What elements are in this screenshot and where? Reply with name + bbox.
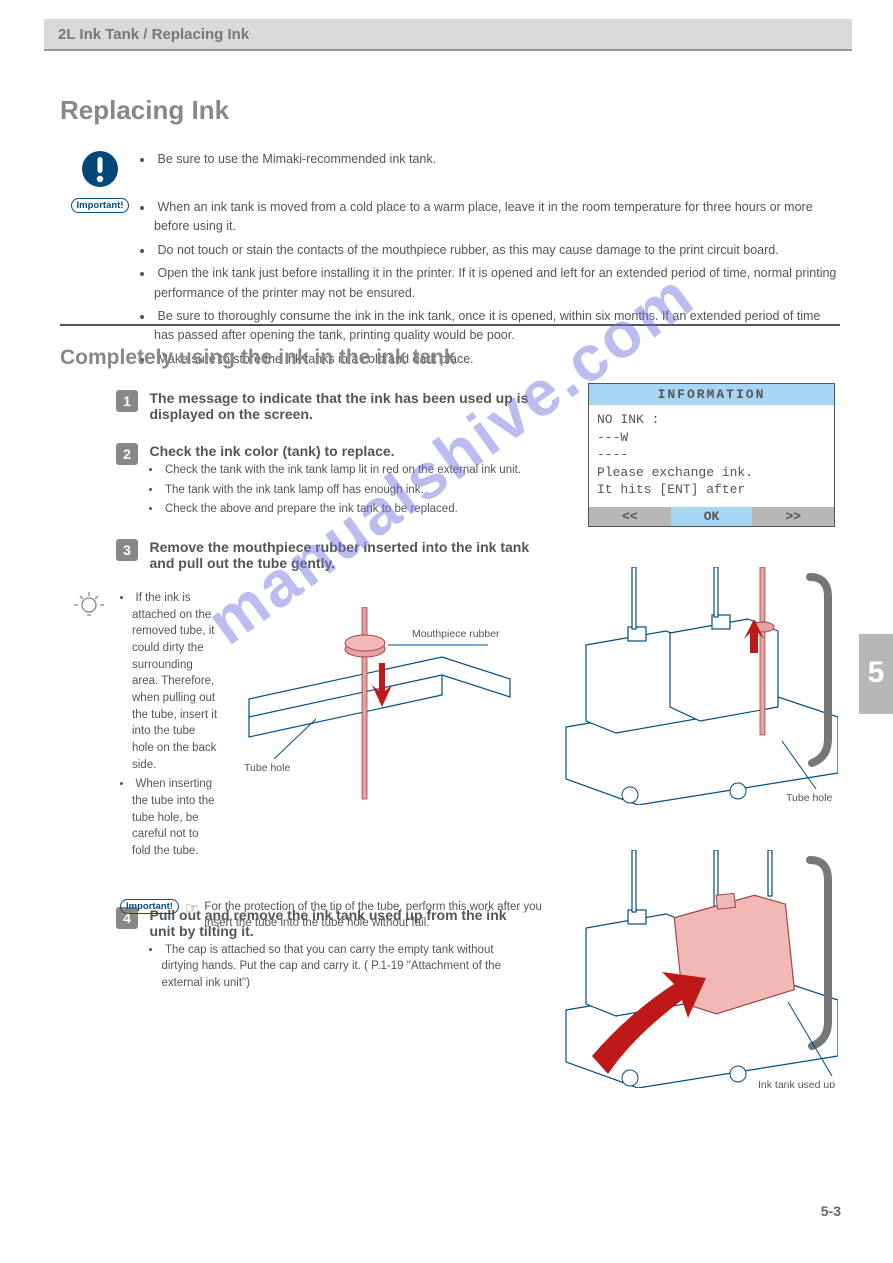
msg-line: ---- — [597, 446, 826, 464]
step-bullet: If the ink is attached on the removed tu… — [120, 590, 220, 773]
warn-item: Be sure to use the Mimaki-recommended in… — [140, 150, 436, 169]
label-ink-tank: Ink tank used up — [758, 1079, 835, 1088]
header-title: 2L Ink Tank / Replacing Ink — [44, 19, 852, 50]
msg-line: ---W — [597, 429, 826, 447]
chapter-tab: 5 — [859, 634, 893, 714]
step4-note: Important! ☞ For the protection of the t… — [120, 899, 544, 931]
lightbulb-icon — [72, 588, 106, 622]
important-badge: Important! — [120, 899, 179, 914]
step-bullet: The tank with the ink tank lamp off has … — [149, 482, 529, 499]
msg-foot-next: >> — [752, 507, 834, 526]
replacing-ink-section: Replacing Ink Be sure to use the Mimaki-… — [60, 95, 840, 383]
step-num: 1 — [116, 390, 138, 412]
msg-line: Please exchange ink. — [597, 464, 826, 482]
warning-row-1: Be sure to use the Mimaki-recommended in… — [60, 150, 840, 188]
page-number: 5-3 — [821, 1203, 841, 1219]
msg-foot-prev: << — [589, 507, 671, 526]
msgbox-head: INFORMATION — [589, 384, 834, 405]
display-message-box: INFORMATION NO INK : ---W ---- Please ex… — [588, 383, 835, 527]
label-tube-hole: Tube hole — [244, 762, 290, 774]
subsection-title: Completely using the ink in the ink tank — [60, 346, 456, 370]
label-mouthpiece: Mouthpiece rubber — [412, 628, 500, 640]
step-bullet: The cap is attached so that you can carr… — [149, 942, 529, 992]
msg-line: It hits [ENT] after — [597, 481, 826, 499]
warn-item: Do not touch or stain the contacts of th… — [140, 241, 840, 260]
warning-mandatory-icon — [81, 150, 119, 188]
pointing-hand-icon: ☞ — [185, 899, 198, 917]
step-bullet: Check the above and prepare the ink tank… — [149, 501, 529, 518]
step-title: Remove the mouthpiece rubber inserted in… — [149, 539, 529, 571]
warn-item: When an ink tank is moved from a cold pl… — [140, 198, 840, 237]
header-bar: 2L Ink Tank / Replacing Ink — [44, 19, 852, 51]
label-tube-hole: Tube hole — [786, 792, 832, 804]
step-1: 1 The message to indicate that the ink h… — [116, 390, 564, 425]
important-badge: Important! — [71, 198, 130, 213]
step-2: 2 Check the ink color (tank) to replace.… — [116, 443, 564, 521]
step-3: 3 Remove the mouthpiece rubber inserted … — [116, 539, 564, 574]
figure-remove-tank: Ink tank used up — [562, 850, 838, 1088]
divider — [60, 324, 840, 326]
step-title: Check the ink color (tank) to replace. — [149, 443, 529, 459]
figure-insert-tube: Tube hole — [562, 567, 838, 805]
step-title: The message to indicate that the ink has… — [149, 390, 529, 422]
step-num: 2 — [116, 443, 138, 465]
warn-item: Be sure to thoroughly consume the ink in… — [140, 307, 840, 346]
msgbox-foot: << OK >> — [589, 507, 834, 526]
note-text: For the protection of the tip of the tub… — [204, 899, 544, 931]
section-title: Replacing Ink — [60, 95, 840, 126]
step-bullet: When inserting the tube into the tube ho… — [120, 776, 220, 859]
step-num: 3 — [116, 539, 138, 561]
msg-foot-ok: OK — [671, 507, 753, 526]
msg-line: NO INK : — [597, 411, 826, 429]
warn-item: Open the ink tank just before installing… — [140, 264, 840, 303]
msgbox-body: NO INK : ---W ---- Please exchange ink. … — [589, 405, 834, 507]
figure-mouthpiece: Tube hole Mouthpiece rubber — [244, 607, 545, 803]
step-bullet: Check the tank with the ink tank lamp li… — [149, 462, 529, 479]
warning-text-1: Be sure to use the Mimaki-recommended in… — [140, 150, 436, 173]
svg-text:5: 5 — [868, 656, 885, 689]
